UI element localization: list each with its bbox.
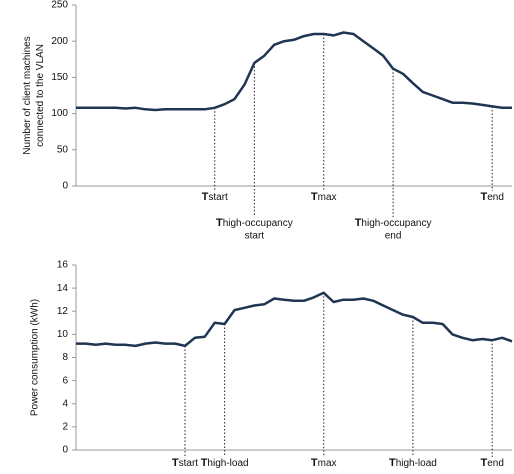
marker-label: Thigh-load: [389, 457, 437, 469]
marker-label: Thigh-load: [201, 457, 249, 469]
y-axis-label: Power consumption (kWh): [30, 299, 41, 416]
marker-label: Thigh-occupancy: [216, 217, 293, 229]
data-line: [76, 291, 513, 348]
y-tick-label: 0: [62, 181, 68, 192]
marker-label: Tstart: [202, 191, 228, 203]
y-tick-label: 250: [51, 0, 68, 11]
y-tick-label: 12: [57, 306, 69, 317]
marker-label: end: [385, 231, 402, 242]
y-tick-label: 50: [57, 144, 69, 155]
y-tick-label: 10: [57, 329, 69, 340]
marker-label: Tend: [480, 457, 503, 469]
y-axis-label: connected to the VLAN: [35, 44, 46, 147]
y-axis-label: Number of client machines: [22, 36, 33, 154]
y-tick-label: 8: [62, 352, 68, 363]
y-tick-label: 16: [57, 260, 69, 271]
y-tick-label: 4: [62, 398, 68, 409]
marker-label: Thigh-occupancy: [355, 217, 432, 229]
y-tick-label: 2: [62, 422, 68, 433]
y-tick-label: 150: [51, 72, 68, 83]
y-tick-label: 100: [51, 108, 68, 119]
marker-label: Tstart: [172, 457, 198, 469]
marker-label: Tmax: [311, 191, 337, 203]
y-tick-label: 200: [51, 36, 68, 47]
y-tick-label: 14: [57, 283, 69, 294]
y-tick-label: 0: [62, 445, 68, 456]
data-line: [76, 31, 512, 112]
marker-label: start: [245, 231, 265, 242]
marker-label: Tend: [480, 191, 503, 203]
marker-label: Tmax: [311, 457, 337, 469]
y-tick-label: 6: [62, 375, 68, 386]
